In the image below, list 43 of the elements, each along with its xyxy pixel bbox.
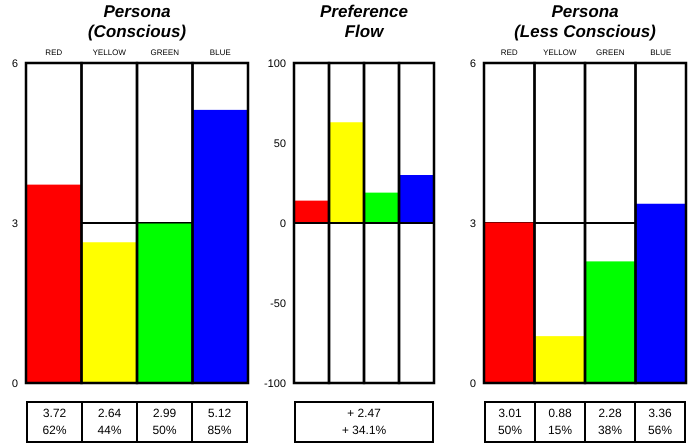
y-tick-label: 6 xyxy=(470,58,476,70)
data-label: 3.01 50% xyxy=(496,405,524,439)
y-tick-label: -50 xyxy=(270,298,286,310)
x-tick-label: BLUE xyxy=(210,48,231,57)
x-tick-label: YELLOW xyxy=(92,48,126,57)
bar xyxy=(192,110,248,383)
data-label: 0.88 15% xyxy=(534,403,584,441)
y-tick-label: 100 xyxy=(268,58,286,70)
text: + 2.47 xyxy=(346,405,382,422)
data-label: 2.64 44% xyxy=(81,403,136,441)
y-tick-label: 0 xyxy=(12,378,18,390)
x-tick-label: RED xyxy=(500,48,518,57)
x-tick-label: GREEN xyxy=(150,48,180,57)
data-label: 3.36 56% xyxy=(634,403,684,441)
bar xyxy=(82,242,138,383)
bar xyxy=(636,204,686,383)
bar xyxy=(137,224,193,383)
y-tick-label: 0 xyxy=(470,378,476,390)
y-tick-label: -100 xyxy=(264,378,286,390)
chart-title: Persona (Conscious) xyxy=(86,2,188,42)
x-tick-label: RED xyxy=(45,48,62,57)
data-label: 5.12 85% xyxy=(191,403,246,441)
bar xyxy=(585,261,636,383)
text: + 34.1% xyxy=(340,422,388,439)
bar xyxy=(26,184,82,383)
bar xyxy=(364,192,399,223)
y-tick-label: 50 xyxy=(274,138,286,150)
bar xyxy=(329,122,364,223)
bar xyxy=(399,175,434,223)
y-tick-label: 6 xyxy=(12,58,18,70)
x-tick-label: GREEN xyxy=(596,48,625,57)
data-label: 3.72 62% xyxy=(41,405,68,439)
bar xyxy=(484,222,535,383)
y-tick-label: 3 xyxy=(470,218,476,230)
y-tick-label: 0 xyxy=(280,218,286,230)
x-tick-label: BLUE xyxy=(650,48,672,57)
x-tick-label: YELLOW xyxy=(543,48,577,57)
y-tick-label: 3 xyxy=(12,218,18,230)
chart-title: Preference Flow xyxy=(319,2,409,42)
chart-title: Persona (Less Conscious) xyxy=(513,2,657,42)
data-label: 2.99 50% xyxy=(136,403,191,441)
data-label: 2.28 38% xyxy=(584,403,634,441)
bar xyxy=(534,336,586,383)
